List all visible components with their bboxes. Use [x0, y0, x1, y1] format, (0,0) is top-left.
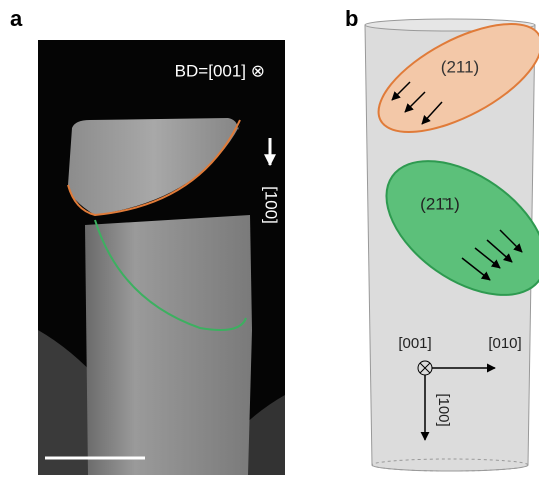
plane-label: (21̄1) [420, 194, 460, 213]
build-direction: BD=[001] ⊗ [175, 61, 265, 80]
panel-label: a [10, 6, 23, 31]
panel-label: b [345, 6, 358, 31]
direction-label: [100] [262, 186, 281, 224]
axis-label: [001] [398, 335, 431, 352]
axis-label: [010] [488, 335, 521, 352]
plane-label: (211) [441, 57, 479, 76]
figure: a BD=[001] ⊗ [100] b (211) (21̄1) [001] … [0, 0, 539, 475]
axis-label: [100] [435, 393, 452, 426]
